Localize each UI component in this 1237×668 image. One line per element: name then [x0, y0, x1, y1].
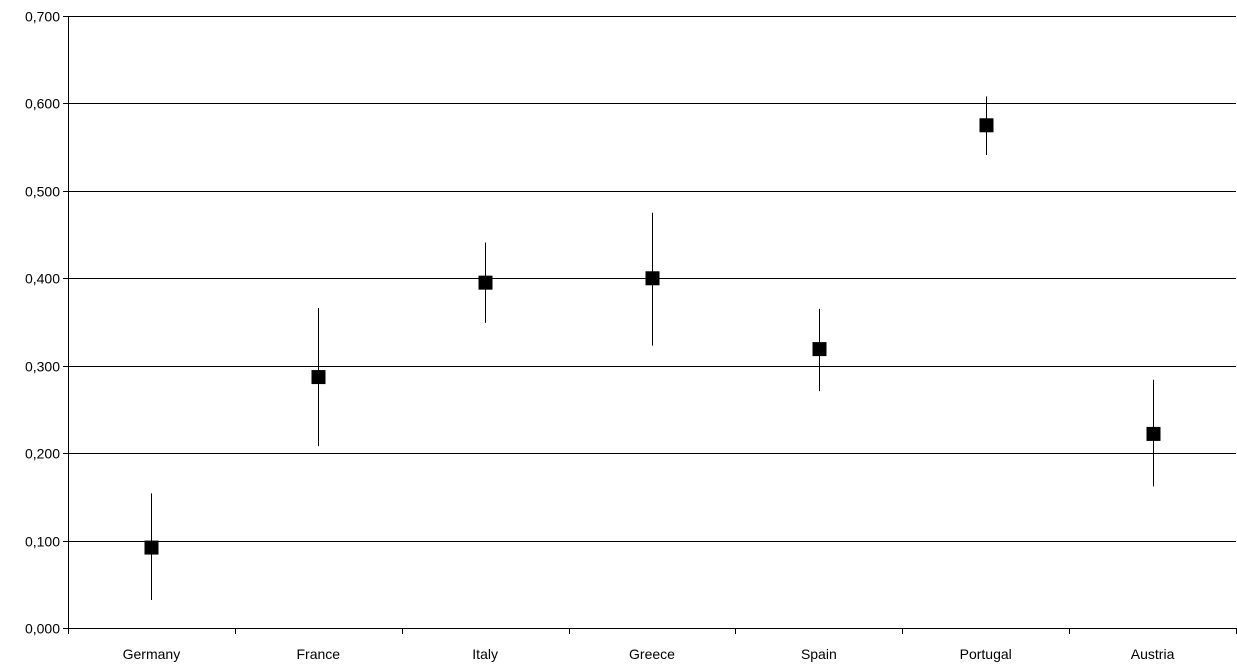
x-tick-label: Greece	[629, 646, 675, 662]
x-tick-label: Spain	[801, 646, 837, 662]
y-tick-label: 0,500	[25, 184, 60, 200]
y-tick-label: 0,700	[25, 9, 60, 25]
x-tick-labels: Germany France Italy Greece Spain Portugal Aus…	[123, 646, 1175, 662]
axes	[63, 16, 1237, 634]
y-tick-label: 0,400	[25, 271, 60, 287]
y-tick-label: 0,600	[25, 96, 60, 112]
data-markers	[144, 118, 1161, 555]
error-bars	[151, 96, 1154, 601]
data-point-marker	[478, 275, 493, 290]
y-tick-labels: 0,000 0,100 0,200 0,300 0,400 0,500 0,600 0,700	[25, 9, 60, 637]
gridlines	[68, 16, 1236, 542]
x-tick-label: France	[296, 646, 340, 662]
data-point-marker	[979, 118, 994, 133]
x-tick-label: Germany	[123, 646, 181, 662]
y-tick-label: 0,200	[25, 446, 60, 462]
data-point-marker	[812, 342, 827, 357]
y-tick-label: 0,100	[25, 534, 60, 550]
x-tick-label: Italy	[472, 646, 498, 662]
y-tick-label: 0,000	[25, 621, 60, 637]
x-tick-label: Austria	[1131, 646, 1175, 662]
data-point-marker	[1146, 426, 1161, 441]
data-point-marker	[144, 540, 159, 555]
data-point-marker	[311, 370, 326, 385]
x-tick-label: Portugal	[960, 646, 1012, 662]
data-point-marker	[645, 271, 660, 286]
y-tick-label: 0,300	[25, 359, 60, 375]
